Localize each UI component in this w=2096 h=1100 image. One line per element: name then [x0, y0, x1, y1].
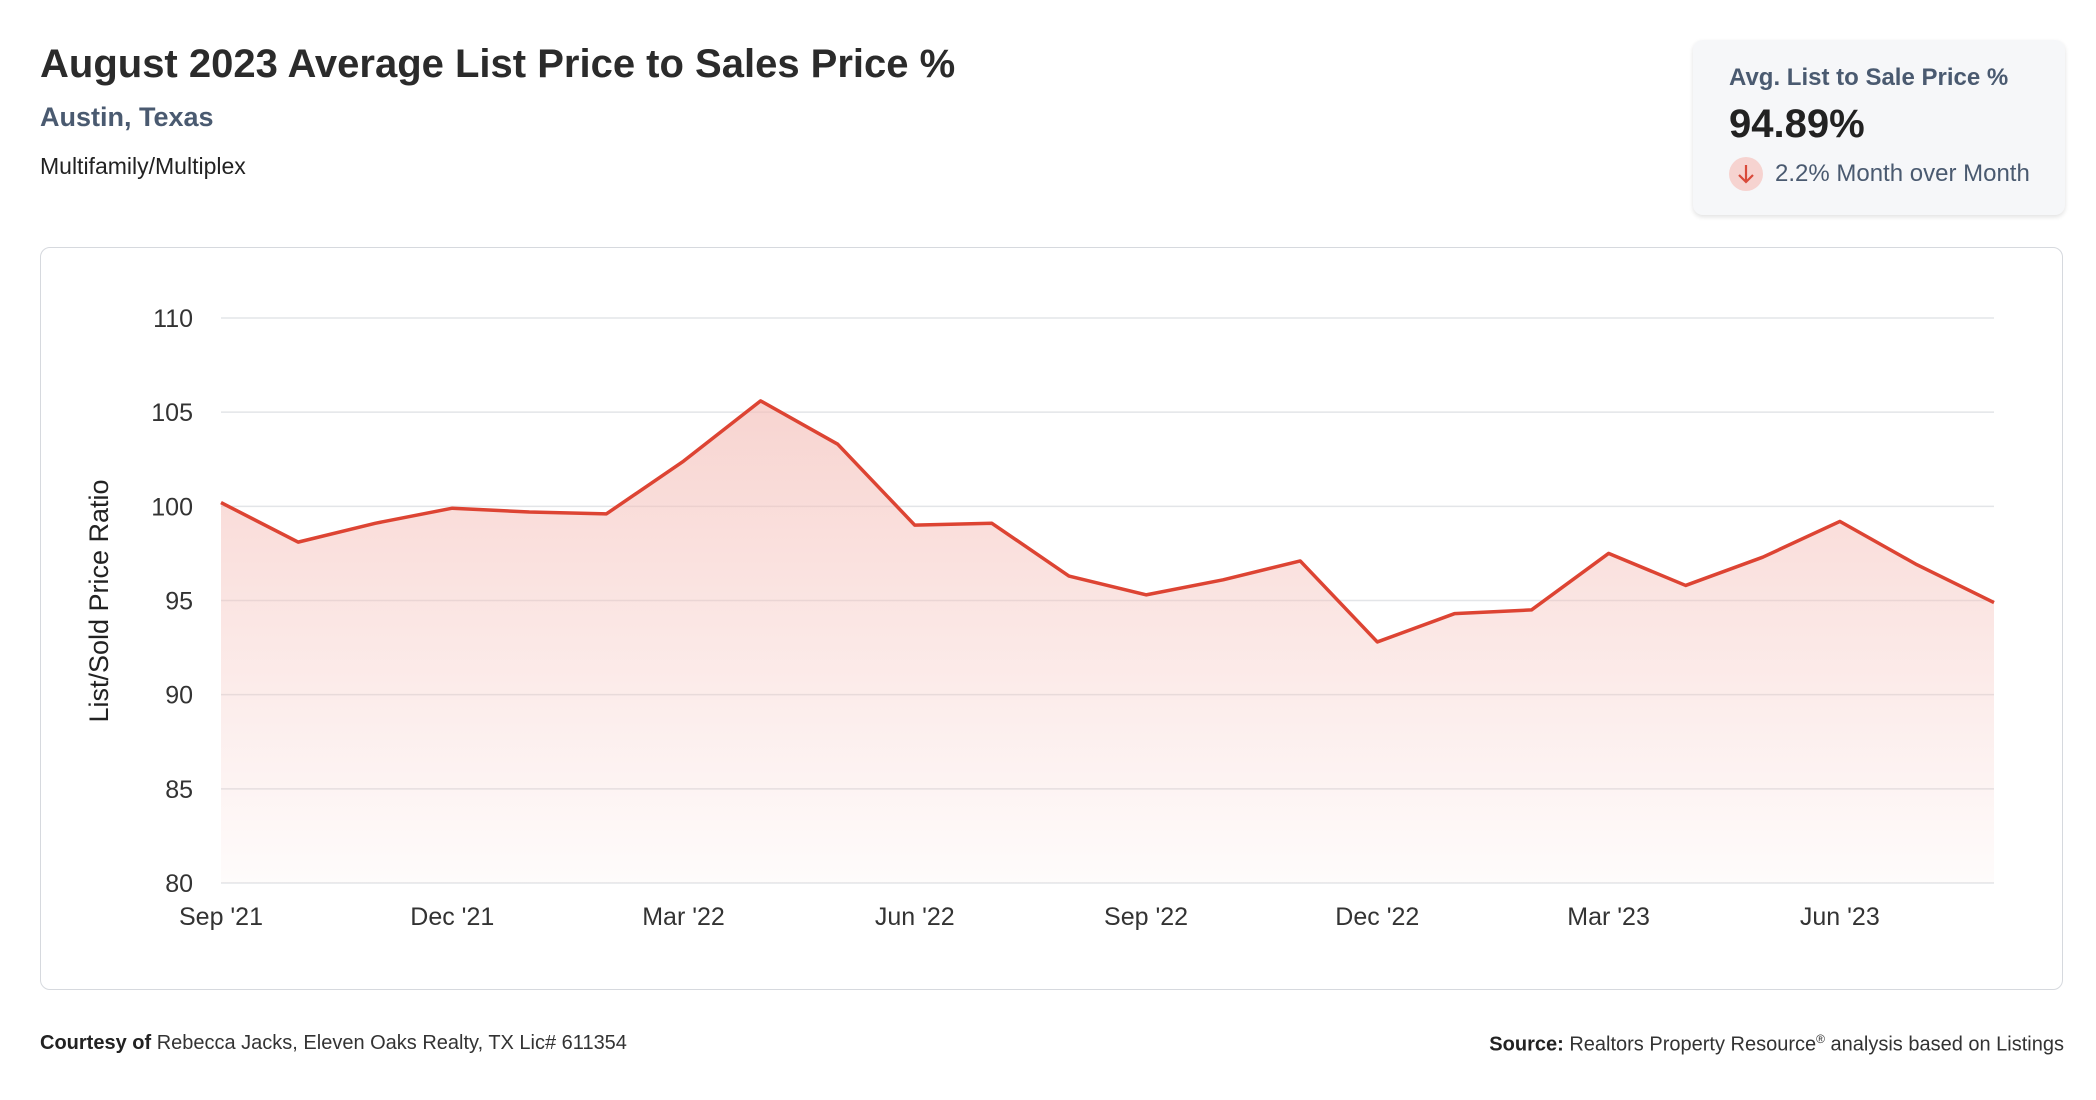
y-tick-label: 95	[165, 588, 193, 616]
data-point[interactable]	[755, 395, 767, 407]
x-tick-label: Jun '23	[1800, 903, 1880, 931]
data-point[interactable]	[600, 508, 612, 520]
data-point[interactable]	[832, 438, 844, 450]
data-point[interactable]	[1757, 551, 1769, 563]
x-tick-label: Sep '22	[1104, 903, 1188, 931]
source-label: Source:	[1489, 1033, 1564, 1056]
stat-label: Avg. List to Sale Price %	[1729, 64, 2009, 91]
data-point[interactable]	[1911, 559, 1923, 571]
chart-container: 80 85 90 95 100 105 110 Sep '21 Dec '21 Mar '22 J…	[40, 247, 2063, 990]
data-point[interactable]	[292, 536, 304, 548]
summary-stat-card: Avg. List to Sale Price % 94.89% 2.2% Mo…	[1693, 40, 2065, 215]
registered-mark: ®	[1816, 1032, 1825, 1046]
source-footer: Source: Realtors Property Resource® anal…	[1489, 1032, 2064, 1057]
area-fill	[221, 400, 1994, 883]
data-point[interactable]	[446, 502, 458, 514]
x-tick-label: Dec '22	[1335, 903, 1419, 931]
data-point[interactable]	[909, 519, 921, 531]
line-chart: 80 85 90 95 100 105 110 Sep '21 Dec '21 Mar '22 J…	[84, 305, 2000, 931]
courtesy-text: Rebecca Jacks, Eleven Oaks Realty, TX Li…	[156, 1032, 627, 1054]
data-point[interactable]	[1525, 604, 1537, 616]
y-tick-label: 110	[153, 305, 193, 333]
stat-value: 94.89%	[1729, 102, 1865, 146]
data-point[interactable]	[1217, 574, 1229, 586]
y-tick-label: 100	[151, 493, 193, 521]
page-title: August 2023 Average List Price to Sales …	[40, 42, 956, 86]
y-tick-label: 105	[151, 399, 193, 427]
courtesy-footer: Courtesy of Rebecca Jacks, Eleven Oaks R…	[40, 1032, 627, 1055]
y-tick-label: 80	[165, 870, 193, 898]
data-point[interactable]	[1294, 555, 1306, 567]
data-point[interactable]	[1140, 589, 1152, 601]
data-point[interactable]	[1063, 570, 1075, 582]
property-category: Multifamily/Multiplex	[40, 153, 246, 179]
data-point[interactable]	[1448, 608, 1460, 620]
header: August 2023 Average List Price to Sales …	[40, 40, 955, 180]
y-axis-label: List/Sold Price Ratio	[84, 479, 114, 722]
data-point[interactable]	[1603, 547, 1615, 559]
data-point[interactable]	[1834, 515, 1846, 527]
y-tick-label: 85	[165, 776, 193, 804]
arrow-down-icon	[1729, 157, 1763, 191]
courtesy-label: Courtesy of	[40, 1032, 152, 1054]
data-point[interactable]	[986, 517, 998, 529]
data-point[interactable]	[369, 517, 381, 529]
series-line	[220, 399, 1995, 644]
stat-change: 2.2% Month over Month	[1729, 157, 2065, 191]
data-point[interactable]	[1371, 636, 1383, 648]
stat-change-text: 2.2% Month over Month	[1775, 160, 2030, 187]
y-tick-label: 90	[165, 682, 193, 710]
x-tick-label: Sep '21	[179, 903, 263, 931]
data-point[interactable]	[523, 506, 535, 518]
x-tick-label: Mar '23	[1567, 903, 1650, 931]
data-point[interactable]	[678, 455, 690, 467]
data-point[interactable]	[1988, 597, 2000, 609]
x-tick-label: Jun '22	[875, 903, 955, 931]
x-tick-label: Dec '21	[410, 903, 494, 931]
location-subtitle: Austin, Texas	[40, 102, 214, 132]
data-point[interactable]	[1680, 579, 1692, 591]
x-tick-label: Mar '22	[642, 903, 725, 931]
data-point[interactable]	[215, 497, 227, 509]
source-text: Realtors Property Resource	[1569, 1033, 1817, 1056]
source-suffix: analysis based on Listings	[1830, 1033, 2064, 1056]
